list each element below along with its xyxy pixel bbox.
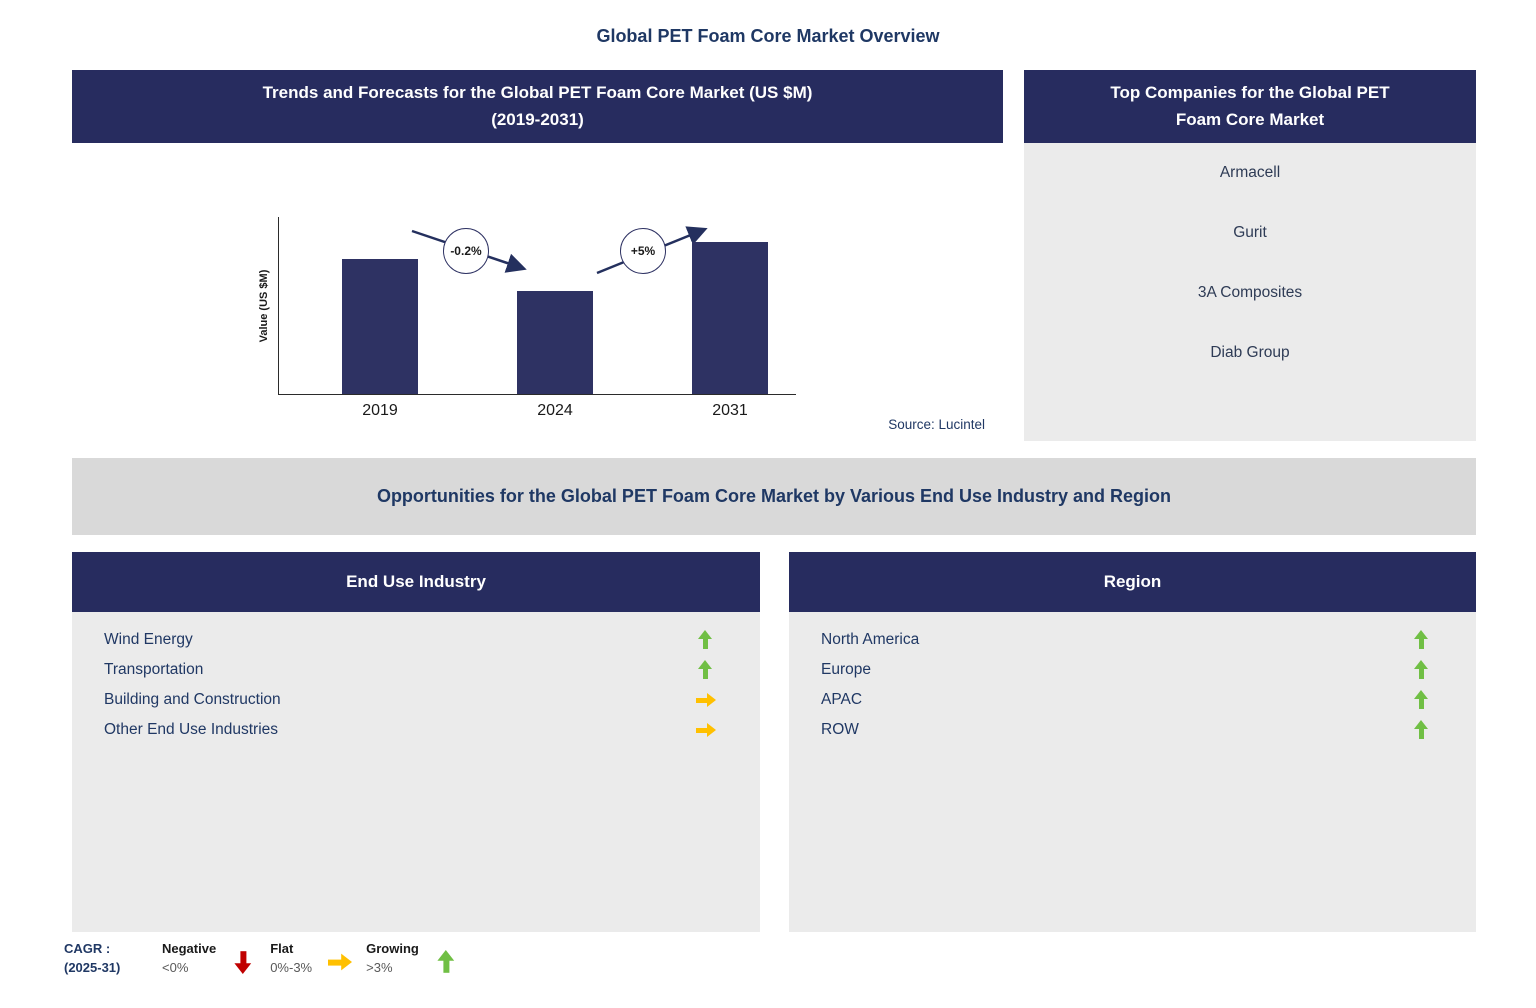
trends-panel-title-line1: Trends and Forecasts for the Global PET … bbox=[262, 83, 813, 103]
trends-panel-title-line2: (2019-2031) bbox=[491, 109, 584, 129]
legend-entry-flat: Flat 0%-3% bbox=[270, 940, 353, 978]
top-companies-title-line2: Foam Core Market bbox=[1175, 109, 1325, 129]
page-title: Global PET Foam Core Market Overview bbox=[596, 26, 940, 46]
trend-arrow-icon bbox=[1412, 690, 1432, 710]
x-tick-2019: 2019 bbox=[362, 402, 398, 419]
bar-2031 bbox=[692, 242, 768, 394]
region-item-label: ROW bbox=[821, 721, 859, 738]
cagr-legend: CAGR : (2025-31) Negative <0% Flat 0%-3%… bbox=[64, 940, 457, 978]
end-use-item-label: Other End Use Industries bbox=[104, 721, 279, 738]
bar-2019 bbox=[342, 259, 418, 394]
region-item: Europe bbox=[821, 655, 1432, 685]
region-item-label: Europe bbox=[821, 661, 871, 678]
legend-entry-range: 0%-3% bbox=[270, 959, 313, 975]
cagr-legend-title-line2: (2025-31) bbox=[64, 959, 121, 975]
end-use-item-label: Transportation bbox=[104, 661, 204, 678]
top-companies-title-line1: Top Companies for the Global PET bbox=[1110, 83, 1390, 103]
end-use-item: Building and Construction bbox=[104, 685, 716, 715]
top-companies-header: Top Companies for the Global PET Foam Co… bbox=[1024, 70, 1476, 143]
trend-arrow-icon bbox=[1412, 630, 1432, 650]
bar-plot: Value (US $M) -0.2% +5% 2019 2024 2031 bbox=[258, 217, 796, 419]
end-use-panel-body: Wind Energy Transportation Building and … bbox=[72, 612, 760, 932]
trends-bar-chart-region: Value (US $M) -0.2% +5% 2019 2024 2031 Sou… bbox=[72, 143, 1003, 445]
trend-down-icon bbox=[232, 950, 256, 974]
region-item: North America bbox=[821, 625, 1432, 655]
cagr-annotation-2019-2024: -0.2% bbox=[443, 228, 489, 274]
end-use-item-label: Wind Energy bbox=[104, 631, 193, 648]
legend-entry-growing: Growing >3% bbox=[366, 940, 457, 978]
trend-arrow-icon bbox=[1412, 720, 1432, 740]
x-tick-2024: 2024 bbox=[537, 402, 573, 419]
trend-flat-icon bbox=[328, 950, 353, 974]
end-use-item: Wind Energy bbox=[104, 625, 716, 655]
region-item: ROW bbox=[821, 715, 1432, 745]
trend-arrow-icon bbox=[696, 720, 716, 740]
source-label: Source: Lucintel bbox=[888, 417, 985, 432]
end-use-item: Transportation bbox=[104, 655, 716, 685]
company-item: Diab Group bbox=[1210, 344, 1290, 361]
region-panel-body: North America Europe APAC ROW bbox=[789, 612, 1476, 932]
y-axis-label: Value (US $M) bbox=[258, 269, 270, 342]
trend-arrow-icon bbox=[696, 690, 716, 710]
company-item: Gurit bbox=[1233, 224, 1267, 241]
top-companies-list: Armacell Gurit 3A Composites Diab Group bbox=[1024, 143, 1476, 441]
trend-arrow-icon bbox=[696, 660, 716, 680]
legend-entry-range: >3% bbox=[366, 959, 393, 975]
company-item: 3A Composites bbox=[1197, 284, 1303, 301]
legend-entry-label: Growing bbox=[366, 941, 419, 956]
region-item-label: North America bbox=[821, 631, 920, 648]
region-panel-header: Region bbox=[789, 552, 1476, 612]
trend-arrow-icon bbox=[696, 630, 716, 650]
cagr-legend-title: CAGR : (2025-31) bbox=[64, 940, 146, 978]
opportunities-band: Opportunities for the Global PET Foam Co… bbox=[72, 458, 1476, 535]
legend-entry-range: <0% bbox=[162, 959, 189, 975]
trend-arrow-icon bbox=[1412, 660, 1432, 680]
region-item: APAC bbox=[821, 685, 1432, 715]
bar-2024 bbox=[517, 291, 593, 394]
company-item: Armacell bbox=[1219, 164, 1281, 181]
trends-panel-header: Trends and Forecasts for the Global PET … bbox=[72, 70, 1003, 143]
cagr-legend-title-line1: CAGR : bbox=[64, 941, 111, 956]
legend-entry-label: Flat bbox=[270, 941, 294, 956]
legend-entry-label: Negative bbox=[162, 941, 217, 956]
end-use-panel-header: End Use Industry bbox=[72, 552, 760, 612]
region-item-label: APAC bbox=[821, 691, 863, 708]
end-use-item: Other End Use Industries bbox=[104, 715, 716, 745]
cagr-annotation-2024-2031: +5% bbox=[620, 228, 666, 274]
legend-entry-negative: Negative <0% bbox=[162, 940, 254, 978]
trend-up-icon bbox=[435, 949, 459, 974]
end-use-item-label: Building and Construction bbox=[104, 691, 281, 708]
x-tick-2031: 2031 bbox=[712, 402, 748, 419]
